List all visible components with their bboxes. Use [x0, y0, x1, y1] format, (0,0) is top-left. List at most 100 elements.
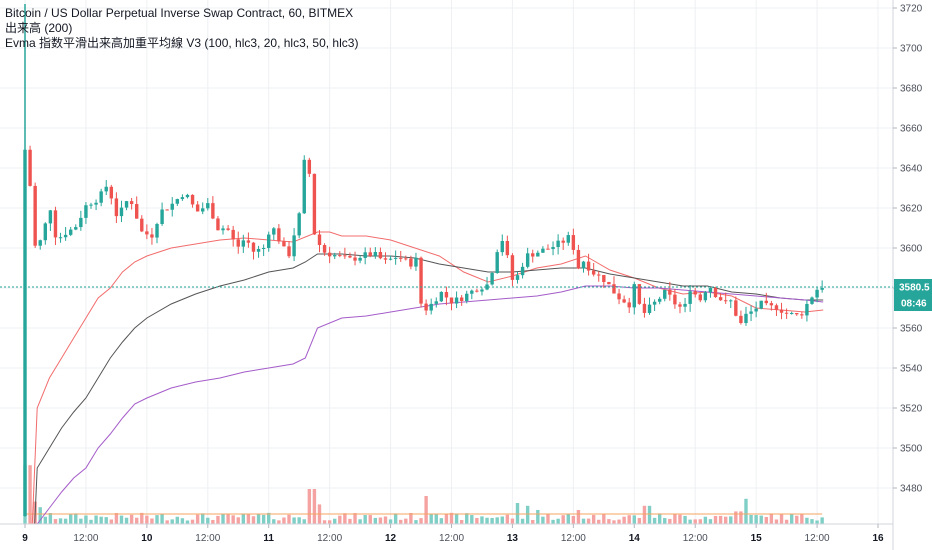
volume-bar-132 [693, 519, 697, 524]
candle-body-3 [38, 240, 42, 246]
y-tick-label-2: 3520 [900, 404, 923, 415]
volume-bar-116 [612, 520, 616, 524]
volume-bar-6 [53, 519, 58, 524]
candle-body-88 [470, 290, 474, 294]
volume-bar-92 [490, 517, 494, 524]
x-tick-label-13: 12:00 [805, 533, 830, 544]
candle-body-28 [165, 209, 169, 211]
candle-body-68 [368, 252, 372, 257]
volume-bar-78 [419, 518, 423, 524]
volume-bar-131 [688, 519, 692, 524]
y-tick-label-12: 3720 [900, 4, 923, 15]
candle-body-44 [246, 240, 251, 243]
x-tick-label-8: 13 [507, 533, 519, 544]
candle-body-102 [541, 248, 545, 253]
volume-bar-4 [43, 516, 48, 524]
volume-bar-146 [764, 517, 768, 524]
candle-body-150 [784, 312, 789, 314]
y-tick-label-0: 3480 [900, 484, 923, 495]
volume-bar-130 [683, 515, 687, 524]
candle-body-117 [617, 293, 621, 300]
candle-body-49 [272, 228, 276, 235]
candle-body-55 [302, 159, 306, 214]
candle-body-101 [536, 252, 540, 257]
candle-body-109 [576, 249, 581, 269]
price-axis[interactable]: 3480350035203540356035803600362036403660… [892, 0, 923, 550]
candle-body-156 [815, 289, 819, 298]
volume-bar-9 [68, 514, 73, 524]
volume-bar-42 [236, 517, 240, 524]
volume-bar-118 [622, 516, 626, 524]
candle-body-43 [241, 240, 246, 247]
candle-body-105 [556, 240, 560, 248]
volume-bar-81 [434, 514, 438, 524]
candle-body-52 [287, 246, 291, 257]
candle-body-38 [216, 218, 220, 231]
ema_fast-line [31, 231, 824, 525]
volume-bar-3 [38, 507, 42, 524]
volume-bar-88 [470, 515, 474, 524]
volume-bar-5 [48, 513, 53, 524]
volume-bar-73 [393, 513, 398, 524]
volume-bar-156 [815, 520, 819, 524]
candle-body-48 [267, 234, 271, 248]
volume-bar-80 [429, 514, 433, 524]
candle-body-20 [124, 201, 129, 208]
candle-body-54 [297, 213, 301, 236]
volume-bar-48 [267, 512, 271, 524]
y-tick-label-10: 3680 [900, 84, 923, 95]
candle-body-79 [424, 303, 428, 311]
candle-body-135 [708, 288, 713, 293]
countdown-box [894, 295, 932, 311]
volume-bar-21 [129, 514, 134, 524]
volume-bar-110 [581, 518, 586, 524]
y-tick-label-7: 3620 [900, 204, 923, 215]
indicator-legend[interactable]: Evma 指数平滑出来高加重平均線 V3 (100, hlc3, 20, hlc… [5, 36, 359, 50]
candle-body-127 [668, 289, 672, 295]
volume-bar-61 [333, 518, 337, 524]
candle-body-149 [779, 309, 784, 313]
volume-bar-56 [307, 489, 312, 524]
volume-bar-135 [708, 519, 713, 524]
candle-body-73 [393, 257, 398, 259]
candle-body-37 [211, 203, 215, 219]
volume-bar-20 [124, 517, 129, 524]
candle-body-98 [520, 266, 525, 276]
volume-bar-105 [556, 518, 560, 524]
candle-body-16 [104, 186, 108, 192]
volume-bar-11 [79, 518, 83, 524]
volume-bar-111 [586, 518, 591, 524]
time-axis[interactable]: 9 12:00 10 12:00 11 12:00 12 12:00 13 12:00 14 12:0… [0, 523, 893, 544]
volume-bar-27 [160, 514, 164, 524]
volume-bar-53 [292, 517, 296, 524]
symbol-title[interactable]: Bitcoin / US Dollar Perpetual Inverse Sw… [5, 6, 354, 20]
candle-body-36 [206, 203, 210, 209]
volume-bar-34 [195, 514, 200, 524]
candle-body-89 [475, 290, 479, 292]
candle-body-31 [180, 197, 185, 200]
volume-bar-157 [820, 517, 824, 524]
volume-legend[interactable]: 出来高 (200) [5, 21, 73, 35]
volume-bar-12 [84, 515, 88, 524]
candle-body-99 [525, 253, 530, 267]
candle-body-139 [729, 300, 733, 302]
volume-bar-119 [627, 515, 631, 524]
candle-body-63 [343, 255, 347, 257]
volume-bar-26 [155, 515, 159, 524]
volume-bar-16 [104, 517, 108, 524]
candle-body-110 [581, 261, 586, 269]
volume-bar-29 [170, 519, 174, 524]
volume-bar-38 [216, 515, 220, 524]
volume-bar-136 [713, 515, 718, 524]
volume-bar-123 [647, 505, 652, 524]
candle-body-147 [769, 303, 774, 306]
volume-bar-113 [597, 519, 601, 524]
candle-body-132 [693, 291, 697, 295]
x-tick-label-5: 12:00 [317, 533, 342, 544]
volume-bar-86 [459, 520, 464, 524]
candle-body-5 [48, 210, 53, 224]
candle-body-146 [764, 300, 768, 304]
candle-body-138 [723, 300, 728, 302]
candle-body-145 [759, 300, 763, 309]
